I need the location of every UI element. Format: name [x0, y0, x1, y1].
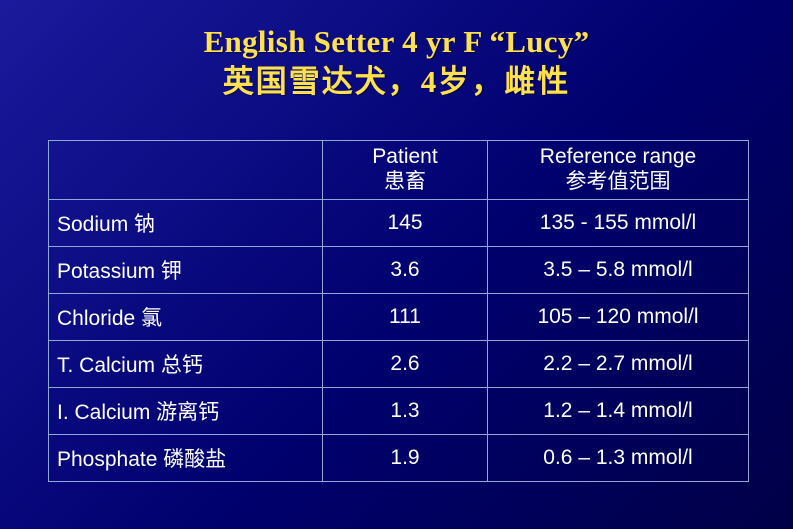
table-row: Potassium 钾 3.6 3.5 – 5.8 mmol/l [48, 245, 749, 294]
table-row: T. Calcium 总钙 2.6 2.2 – 2.7 mmol/l [48, 339, 749, 388]
header-cell-reference-range: Reference range 参考值范围 [487, 140, 749, 200]
lab-results-table-wrapper: Patient 患畜 Reference range 参考值范围 Sodium … [48, 140, 749, 482]
table-row: I. Calcium 游离钙 1.3 1.2 – 1.4 mmol/l [48, 386, 749, 435]
cell-reference-range: 105 – 120 mmol/l [487, 292, 749, 341]
cell-patient-value: 3.6 [322, 245, 488, 294]
cell-analyte: Phosphate 磷酸盐 [48, 433, 323, 482]
cell-reference-range: 1.2 – 1.4 mmol/l [487, 386, 749, 435]
cell-reference-range: 3.5 – 5.8 mmol/l [487, 245, 749, 294]
cell-analyte: I. Calcium 游离钙 [48, 386, 323, 435]
header-cell-patient: Patient 患畜 [322, 140, 488, 200]
cell-patient-value: 111 [322, 292, 488, 341]
slide-title: English Setter 4 yr F “Lucy” 英国雪达犬，4岁，雌性 [0, 0, 793, 101]
title-line-english: English Setter 4 yr F “Lucy” [203, 24, 590, 59]
cell-analyte: Potassium 钾 [48, 245, 323, 294]
title-line-chinese: 英国雪达犬，4岁，雌性 [222, 63, 571, 99]
cell-analyte: T. Calcium 总钙 [48, 339, 323, 388]
table-row: Chloride 氯 111 105 – 120 mmol/l [48, 292, 749, 341]
cell-patient-value: 2.6 [322, 339, 488, 388]
cell-analyte: Sodium 钠 [48, 198, 323, 247]
table-row: Phosphate 磷酸盐 1.9 0.6 – 1.3 mmol/l [48, 433, 749, 482]
table-row: Sodium 钠 145 135 - 155 mmol/l [48, 198, 749, 247]
lab-results-table: Patient 患畜 Reference range 参考值范围 Sodium … [48, 140, 749, 482]
cell-reference-range: 2.2 – 2.7 mmol/l [487, 339, 749, 388]
cell-reference-range: 135 - 155 mmol/l [487, 198, 749, 247]
cell-patient-value: 1.9 [322, 433, 488, 482]
table-header-row: Patient 患畜 Reference range 参考值范围 [48, 140, 749, 200]
cell-patient-value: 145 [322, 198, 488, 247]
header-cell-analyte [48, 140, 323, 200]
cell-reference-range: 0.6 – 1.3 mmol/l [487, 433, 749, 482]
cell-analyte: Chloride 氯 [48, 292, 323, 341]
cell-patient-value: 1.3 [322, 386, 488, 435]
